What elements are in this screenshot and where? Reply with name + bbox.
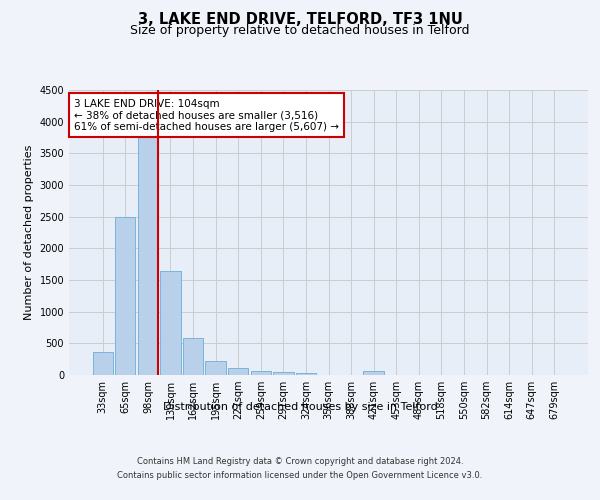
Bar: [160, 271, 181, 375]
Text: Contains public sector information licensed under the Open Government Licence v3: Contains public sector information licen…: [118, 471, 482, 480]
Bar: [183, 338, 203, 375]
Bar: [138, 138, 158, 375]
Text: Size of property relative to detached houses in Telford: Size of property relative to detached ho…: [130, 24, 470, 37]
Text: Contains HM Land Registry data © Crown copyright and database right 2024.: Contains HM Land Registry data © Crown c…: [137, 458, 463, 466]
Text: 3, LAKE END DRIVE, TELFORD, TF3 1NU: 3, LAKE END DRIVE, TELFORD, TF3 1NU: [137, 12, 463, 28]
Bar: [296, 373, 316, 375]
Y-axis label: Number of detached properties: Number of detached properties: [24, 145, 34, 320]
Bar: [273, 372, 293, 375]
Bar: [364, 371, 384, 375]
Text: 3 LAKE END DRIVE: 104sqm
← 38% of detached houses are smaller (3,516)
61% of sem: 3 LAKE END DRIVE: 104sqm ← 38% of detach…: [74, 98, 339, 132]
Text: Distribution of detached houses by size in Telford: Distribution of detached houses by size …: [163, 402, 437, 412]
Bar: [92, 352, 113, 375]
Bar: [115, 216, 136, 375]
Bar: [228, 368, 248, 375]
Bar: [205, 361, 226, 375]
Bar: [251, 371, 271, 375]
